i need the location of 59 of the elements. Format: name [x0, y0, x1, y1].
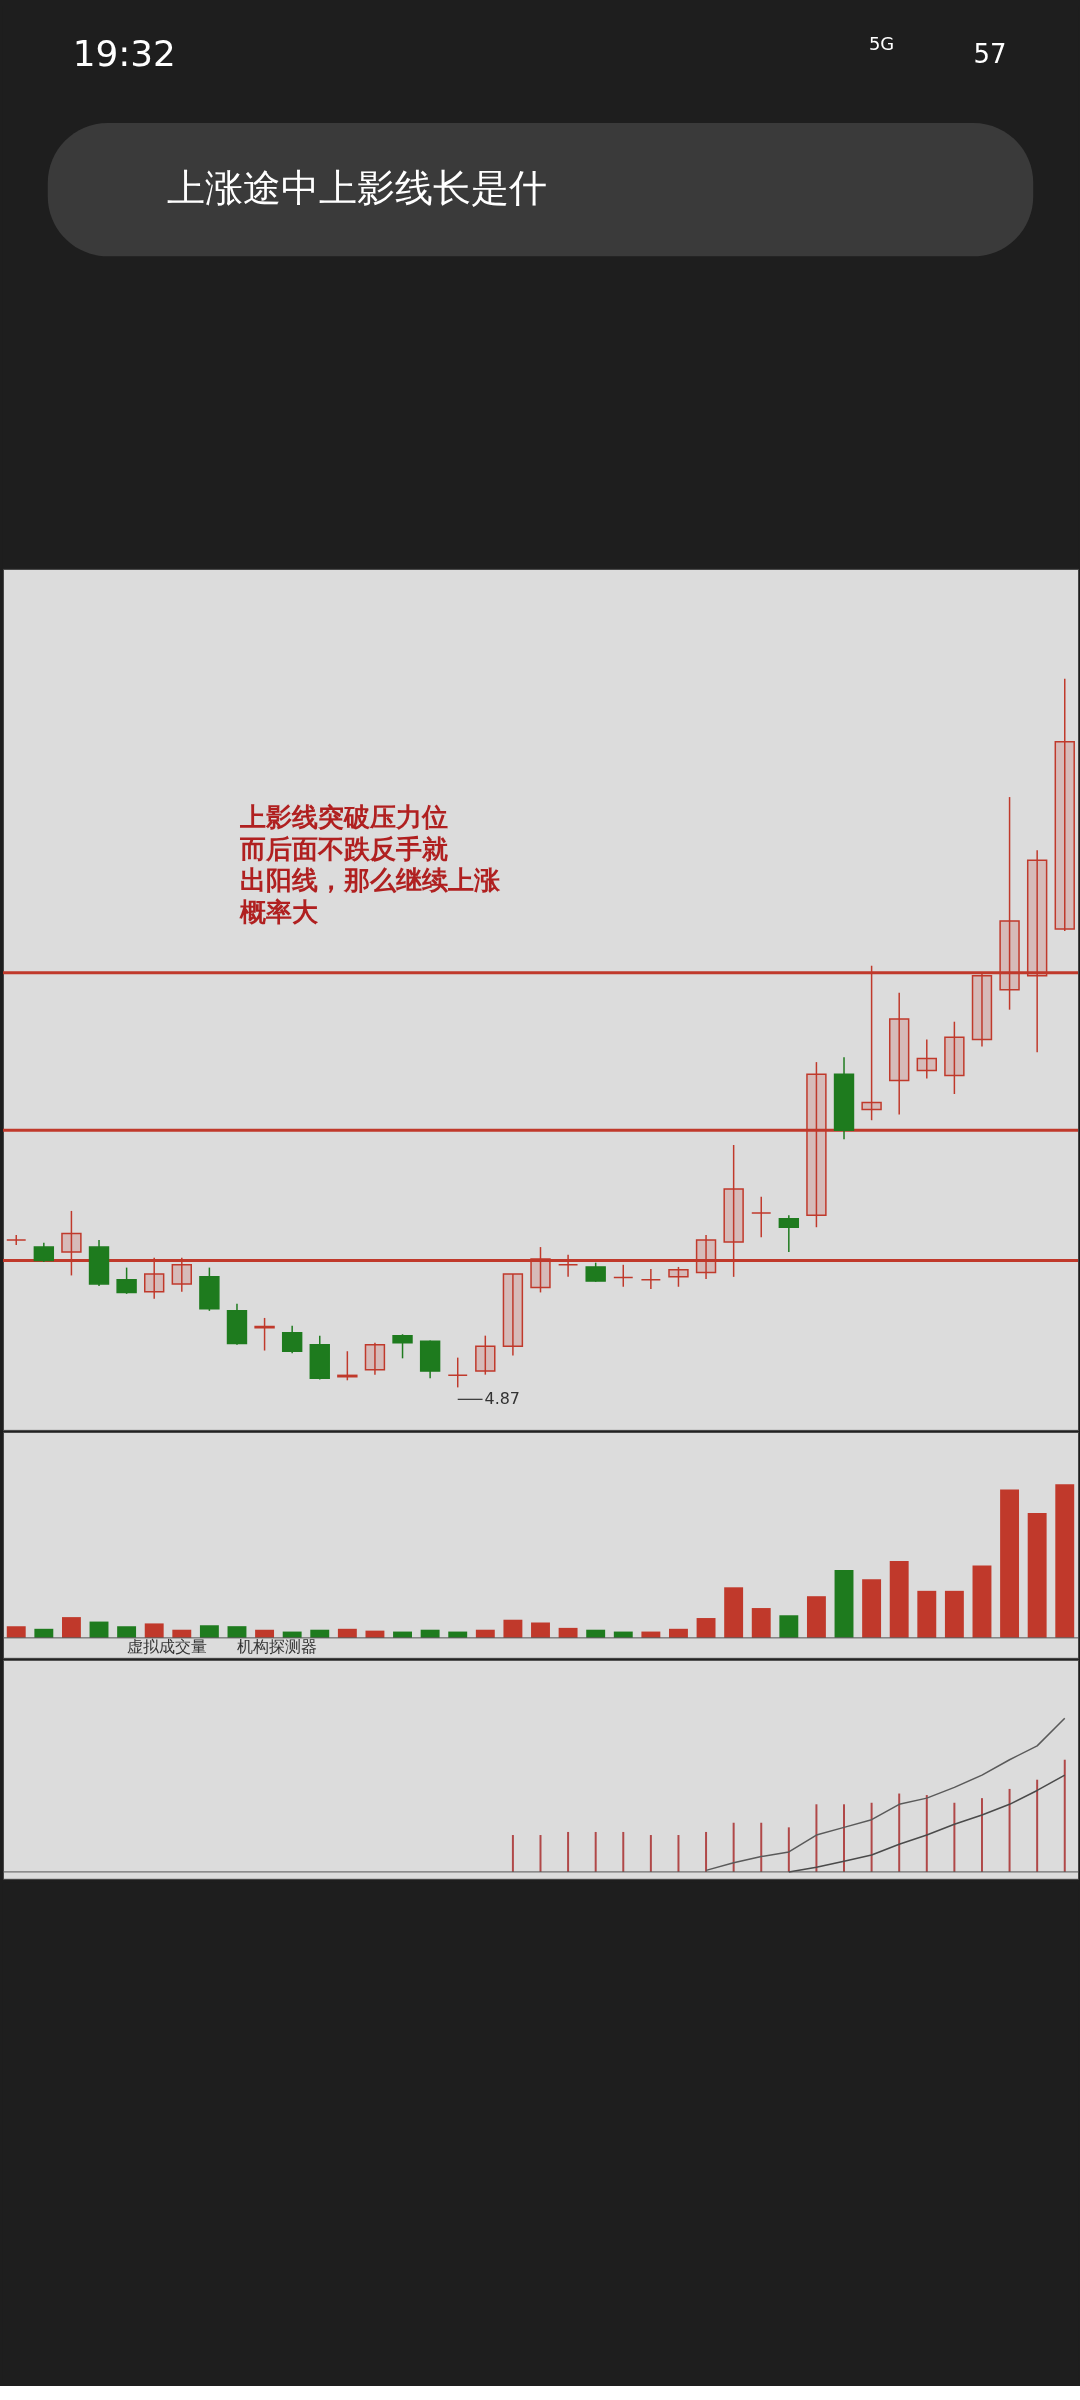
bar: [889, 1561, 909, 1638]
bar: [806, 1596, 826, 1638]
text: 上涨途中上影线长是什: [167, 165, 548, 210]
candlestick: [1054, 677, 1075, 932]
bar: [1027, 1513, 1047, 1638]
candlestick: [668, 1266, 689, 1288]
candlestick: [392, 1333, 413, 1360]
bar: [696, 1618, 716, 1638]
text: 5G: [868, 33, 895, 55]
annotation: 概率大: [238, 897, 319, 928]
bar: [531, 1622, 550, 1638]
candlestick: [944, 1020, 965, 1095]
text: 4.87: [484, 1389, 520, 1409]
annotation: 而后面不跌反手就: [238, 833, 448, 864]
candlestick: [751, 1196, 772, 1238]
candlestick: [33, 1242, 55, 1263]
candlestick: [640, 1268, 662, 1290]
bar: [677, 1835, 680, 1872]
bar: [558, 1627, 578, 1638]
bar: [724, 1587, 744, 1638]
candlestick: [116, 1266, 137, 1295]
text: 57: [973, 39, 1007, 70]
bar: [751, 1608, 771, 1638]
annotation: 机构探测器: [236, 1636, 317, 1656]
bar: [898, 1793, 901, 1872]
annotation: 出阳线，那么继续上涨: [239, 865, 501, 896]
text: 19:32: [72, 33, 176, 75]
candlestick: [778, 1214, 800, 1253]
bar: [144, 1623, 164, 1638]
bar: [117, 1626, 137, 1638]
bar: [972, 1565, 992, 1638]
candlestick: [475, 1334, 496, 1376]
candlestick: [6, 1234, 27, 1246]
bar: [787, 1827, 790, 1872]
bar: [834, 1570, 854, 1638]
bar: [6, 1626, 26, 1638]
annotation: 上影线突破压力位: [238, 801, 448, 832]
bar: [779, 1615, 799, 1638]
bar: [503, 1619, 523, 1638]
candlestick: [364, 1341, 386, 1376]
candlestick: [888, 991, 910, 1116]
bar: [1000, 1489, 1020, 1638]
candlestick: [585, 1261, 606, 1283]
bar: [944, 1590, 964, 1638]
candlestick: [916, 1038, 937, 1080]
candlestick: [447, 1356, 468, 1389]
candlestick: [337, 1350, 358, 1382]
bar: [917, 1590, 937, 1638]
bar: [1055, 1484, 1075, 1638]
bar: [227, 1626, 247, 1638]
bar: [862, 1579, 882, 1638]
bar: [567, 1831, 570, 1872]
candlestick: [281, 1324, 303, 1355]
annotation: 虚拟成交量: [127, 1636, 208, 1656]
bar: [199, 1625, 219, 1638]
bar: [61, 1617, 81, 1638]
candlestick: [613, 1264, 634, 1288]
candlestick: [502, 1273, 524, 1357]
candlestick: [254, 1317, 275, 1352]
